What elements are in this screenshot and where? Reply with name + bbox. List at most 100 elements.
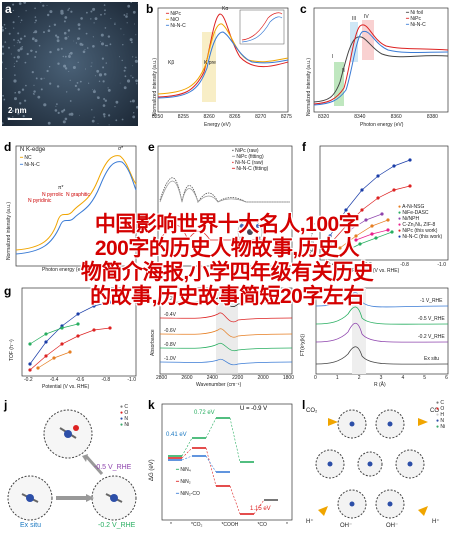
x-tick: -0.4 bbox=[49, 377, 59, 383]
image-speckle bbox=[132, 115, 136, 119]
legend-item: ━ NiN₂ bbox=[176, 479, 191, 485]
legend-item: ━ Ni foil bbox=[406, 10, 423, 16]
data-point bbox=[354, 238, 358, 242]
panel-k: k ΔG (eV) U = -0.9 V 0.41 eV 0.72 eV 1.1… bbox=[146, 398, 296, 534]
image-speckle bbox=[132, 76, 134, 79]
image-speckle bbox=[79, 42, 83, 46]
peak-label: Kβ bbox=[168, 60, 175, 66]
image-speckle bbox=[3, 99, 5, 101]
data-point bbox=[76, 322, 80, 326]
image-speckle bbox=[92, 90, 96, 94]
peak-label: I bbox=[332, 54, 334, 60]
image-speckle bbox=[109, 43, 112, 46]
state-label: -0.5 V_RHE bbox=[94, 464, 132, 471]
peak-label: N graphitic bbox=[66, 192, 90, 198]
image-speckle bbox=[126, 22, 128, 24]
x-tick: * bbox=[286, 522, 288, 528]
image-speckle bbox=[85, 32, 88, 35]
image-speckle bbox=[34, 39, 38, 43]
x-tick: 2200 bbox=[232, 375, 244, 381]
image-speckle bbox=[108, 114, 111, 117]
data-point bbox=[386, 228, 390, 232]
image-speckle bbox=[39, 2, 42, 3]
image-speckle bbox=[114, 23, 116, 25]
image-speckle bbox=[91, 119, 95, 123]
image-speckle bbox=[123, 14, 126, 16]
image-speckle bbox=[68, 55, 71, 59]
panel-j-legend: ● C ● O ● N ● Ni bbox=[120, 404, 129, 428]
legend-item: ━ NiN₄ bbox=[176, 467, 191, 473]
potential-label: -0.8V bbox=[164, 342, 176, 348]
image-speckle bbox=[60, 47, 63, 50]
overlay-title-line: 的故事,历史故事简短20字左右 bbox=[90, 285, 364, 308]
image-speckle bbox=[115, 100, 119, 104]
image-speckle bbox=[98, 80, 101, 83]
image-speckle bbox=[136, 83, 138, 85]
image-speckle bbox=[108, 124, 110, 126]
peak-label: IV bbox=[364, 14, 369, 20]
legend-item: ● Ni bbox=[120, 422, 130, 428]
peak-label: σ* bbox=[118, 146, 124, 152]
image-speckle bbox=[78, 27, 81, 30]
image-speckle bbox=[75, 42, 77, 44]
image-speckle bbox=[79, 80, 82, 83]
image-speckle bbox=[121, 118, 124, 121]
image-speckle bbox=[64, 108, 66, 110]
image-speckle bbox=[67, 9, 69, 11]
x-axis-label: Potential (V vs. RHE) bbox=[42, 384, 90, 390]
x-axis-label: R (Å) bbox=[374, 382, 386, 388]
image-speckle bbox=[94, 89, 96, 91]
legend-item: ━ Ni-N-C (fitting) bbox=[232, 166, 269, 172]
series-line bbox=[339, 219, 389, 249]
image-speckle bbox=[70, 10, 73, 13]
image-speckle bbox=[19, 47, 23, 51]
image-speckle bbox=[102, 104, 106, 107]
image-speckle bbox=[115, 119, 118, 122]
image-speckle bbox=[102, 80, 105, 83]
image-speckle bbox=[131, 99, 135, 103]
image-speckle bbox=[47, 29, 51, 32]
legend-item: ● NiPc (this work) bbox=[398, 228, 438, 234]
image-speckle bbox=[2, 78, 3, 80]
legend-item: ● N bbox=[120, 416, 129, 422]
image-speckle bbox=[61, 110, 64, 113]
image-speckle bbox=[2, 94, 4, 97]
data-point bbox=[374, 236, 378, 240]
data-point bbox=[380, 212, 384, 216]
image-speckle bbox=[72, 66, 76, 69]
image-speckle bbox=[63, 31, 67, 35]
image-speckle bbox=[38, 44, 41, 47]
image-speckle bbox=[126, 79, 131, 83]
legend-item: ● N bbox=[436, 418, 445, 424]
legend-item: ● H bbox=[436, 412, 445, 418]
image-speckle bbox=[64, 16, 68, 19]
panel-f-label: f bbox=[302, 140, 306, 154]
data-point bbox=[360, 208, 364, 212]
image-speckle bbox=[25, 84, 27, 87]
image-speckle bbox=[103, 98, 106, 100]
data-point bbox=[344, 208, 348, 212]
image-speckle bbox=[107, 89, 111, 92]
state-label: Ex situ bbox=[20, 522, 42, 529]
x-tick: 8275 bbox=[280, 114, 292, 120]
image-speckle bbox=[98, 73, 103, 77]
x-tick: -0.2 bbox=[24, 377, 33, 383]
image-speckle bbox=[2, 52, 5, 55]
image-speckle bbox=[63, 20, 66, 23]
image-speckle bbox=[68, 7, 70, 10]
image-speckle bbox=[135, 79, 138, 83]
image-speckle bbox=[40, 88, 43, 91]
image-speckle bbox=[126, 13, 128, 15]
species-label: H⁺ bbox=[432, 519, 440, 525]
image-speckle bbox=[31, 71, 34, 74]
image-speckle bbox=[135, 34, 137, 36]
data-point bbox=[392, 188, 396, 192]
panel-l: l CO₂ CO H⁺ OH⁻ OH⁻ H⁺ ● C ● O ● H ● N ●… bbox=[300, 398, 452, 534]
panel-f-legend: ● A-Ni-NSG ● NiFe-DASC ● Ni/NPH ● C-Zn₁N… bbox=[398, 204, 442, 240]
image-speckle bbox=[60, 9, 64, 13]
image-speckle bbox=[101, 57, 104, 60]
image-speckle bbox=[12, 3, 15, 6]
legend-item: ● O bbox=[436, 406, 445, 412]
image-speckle bbox=[104, 27, 107, 29]
image-speckle bbox=[11, 109, 14, 113]
